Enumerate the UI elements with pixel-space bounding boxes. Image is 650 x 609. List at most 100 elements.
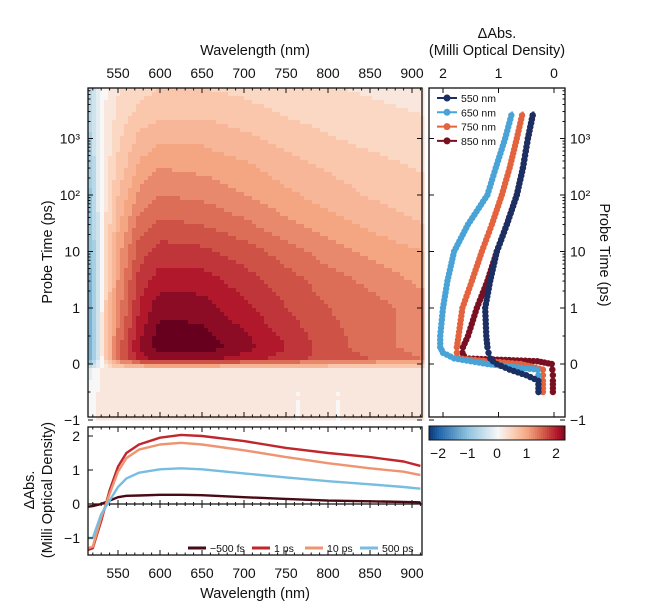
heatmap-cell (312, 324, 317, 329)
heatmap-cell (136, 256, 141, 261)
heatmap-cell (128, 292, 133, 297)
heatmap-cell (256, 176, 261, 181)
heatmap-cell (264, 132, 269, 137)
heatmap-cell (280, 316, 285, 321)
heatmap-cell (264, 280, 269, 285)
heatmap-cell (124, 172, 129, 177)
heatmap-cell (244, 248, 249, 253)
heatmap-cell (168, 240, 173, 245)
heatmap-cell (168, 416, 173, 421)
heatmap-cell (196, 228, 201, 233)
heatmap-cell (128, 400, 133, 405)
heatmap-cell (224, 344, 229, 349)
heatmap-cell (200, 184, 205, 189)
heatmap-cell (224, 128, 229, 133)
heatmap-cell (136, 212, 141, 217)
heatmap-cell (156, 388, 161, 393)
heatmap-cell (148, 292, 153, 297)
heatmap-cell (144, 396, 149, 401)
heatmap-cell (252, 168, 257, 173)
heatmap-cell (244, 124, 249, 129)
heatmap-cell (252, 208, 257, 213)
heatmap-cell (312, 280, 317, 285)
heatmap-cell (276, 156, 281, 161)
heatmap-cell (220, 324, 225, 329)
heatmap-cell (152, 116, 157, 121)
heatmap-cell (168, 400, 173, 405)
heatmap-cell (124, 184, 129, 189)
heatmap-cell (212, 120, 217, 125)
heatmap-cell (160, 284, 165, 289)
heatmap-cell (192, 120, 197, 125)
heatmap-cell (228, 192, 233, 197)
heatmap-cell (136, 400, 141, 405)
heatmap-cell (112, 116, 117, 121)
heatmap-cell (136, 308, 141, 313)
heatmap-cell (188, 148, 193, 153)
heatmap-cell (276, 412, 281, 417)
heatmap-cell (240, 116, 245, 121)
heatmap-cell (324, 396, 329, 401)
heatmap-cell (264, 272, 269, 277)
heatmap-cell (316, 260, 321, 265)
heatmap-cell (300, 176, 305, 181)
heatmap-cell (200, 364, 205, 369)
heatmap-cell (324, 116, 329, 121)
heatmap-cell (156, 324, 161, 329)
heatmap-cell (236, 292, 241, 297)
heatmap-cell (172, 264, 177, 269)
heatmap-cell (216, 88, 221, 93)
heatmap-cell (240, 256, 245, 261)
heatmap-cell (260, 112, 265, 117)
heatmap-cell (132, 324, 137, 329)
heatmap-cell (200, 144, 205, 149)
heatmap-cell (144, 268, 149, 273)
heatmap-cell (128, 116, 133, 121)
heatmap-cell (260, 404, 265, 409)
heatmap-cell (276, 220, 281, 225)
heatmap-cell (216, 232, 221, 237)
heatmap-cell (192, 216, 197, 221)
heatmap-cell (172, 364, 177, 369)
heatmap-cell (132, 392, 137, 397)
heatmap-cell (304, 304, 309, 309)
heatmap-cell (88, 324, 93, 329)
heatmap-cell (124, 360, 129, 365)
heatmap-cell (176, 396, 181, 401)
heatmap-cell (280, 388, 285, 393)
heatmap-cell (328, 136, 333, 141)
heatmap-cell (312, 88, 317, 93)
heatmap-cell (252, 136, 257, 141)
heatmap-cell (308, 292, 313, 297)
heatmap-cell (192, 196, 197, 201)
heatmap-cell (308, 380, 313, 385)
heatmap-cell (200, 192, 205, 197)
heatmap-cell (252, 248, 257, 253)
heatmap-cell (300, 180, 305, 185)
heatmap-cell (116, 200, 121, 205)
heatmap-cell (280, 132, 285, 137)
heatmap-cell (200, 312, 205, 317)
heatmap-cell (288, 196, 293, 201)
heatmap-cell (228, 152, 233, 157)
heatmap-cell (320, 296, 325, 301)
heatmap-cell (172, 216, 177, 221)
heatmap-cell (212, 172, 217, 177)
heatmap-cell (100, 276, 105, 281)
heatmap-cell (288, 276, 293, 281)
heatmap-cell (200, 244, 205, 249)
heatmap-cell (152, 104, 157, 109)
heatmap-cell (264, 344, 269, 349)
heatmap-cell (100, 256, 105, 261)
heatmap-cell (140, 356, 145, 361)
heatmap-cell (188, 292, 193, 297)
heatmap-cell (280, 232, 285, 237)
heatmap-cell (148, 104, 153, 109)
heatmap-cell (268, 296, 273, 301)
heatmap-cell (264, 388, 269, 393)
heatmap-cell (144, 224, 149, 229)
heatmap-cell (256, 356, 261, 361)
heatmap-cell (140, 412, 145, 417)
heatmap-cell (252, 312, 257, 317)
heatmap-cell (304, 384, 309, 389)
